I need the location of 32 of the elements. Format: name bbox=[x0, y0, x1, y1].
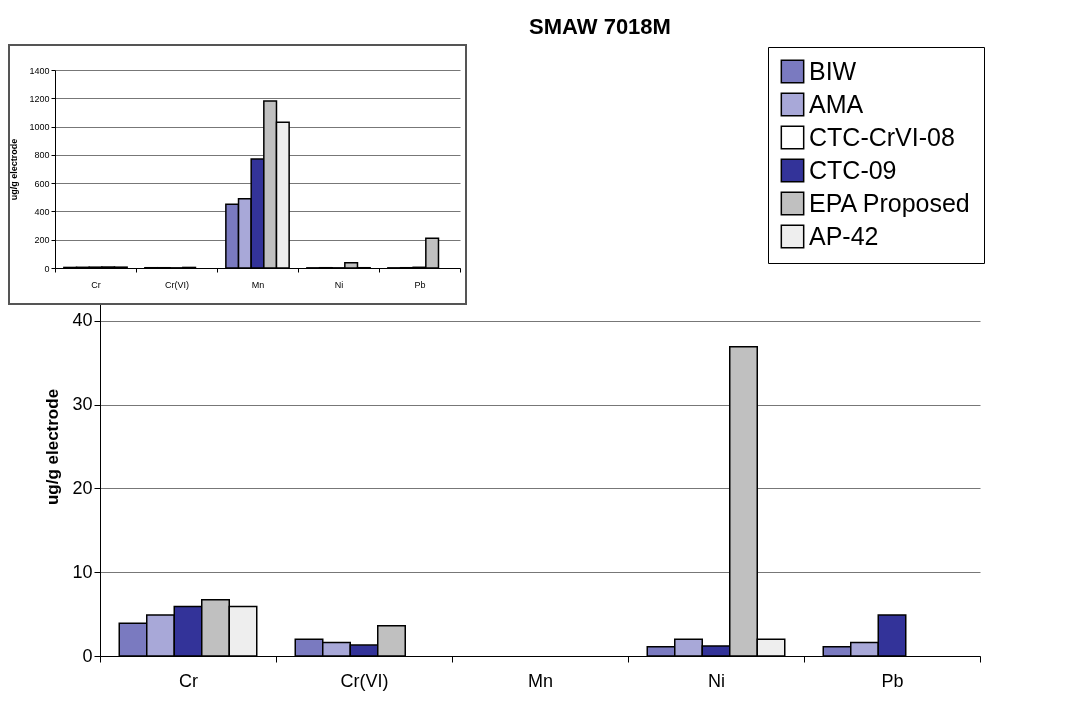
y-tick-label: 40 bbox=[72, 310, 93, 331]
y-tick-label: 1400 bbox=[29, 65, 50, 76]
legend-label: AP-42 bbox=[809, 221, 879, 250]
y-tick-label: 400 bbox=[34, 206, 50, 217]
y-tick-label: 200 bbox=[34, 235, 50, 246]
x-tick-label: Ni bbox=[334, 279, 344, 290]
y-tick-label: 0 bbox=[44, 263, 50, 274]
y-axis-title: ug/g electrode bbox=[9, 138, 20, 201]
y-tick-label: 20 bbox=[72, 477, 93, 498]
x-tick-label: Mn bbox=[251, 279, 265, 290]
x-tick-label: Cr(VI) bbox=[340, 670, 389, 691]
x-tick-label: Cr bbox=[91, 279, 101, 290]
y-tick-label: 800 bbox=[34, 150, 50, 161]
legend-label: BIW bbox=[809, 56, 857, 85]
x-tick-label: Ni bbox=[708, 670, 725, 691]
y-tick-label: 600 bbox=[34, 178, 50, 189]
chart-title: SMAW 7018M bbox=[529, 13, 671, 39]
legend-label: AMA bbox=[809, 89, 864, 118]
y-tick-label: 30 bbox=[72, 394, 93, 415]
y-tick-label: 1000 bbox=[29, 122, 50, 133]
x-tick-label: Cr(VI) bbox=[165, 279, 189, 290]
x-tick-label: Mn bbox=[527, 670, 554, 691]
y-axis-title: ug/g electrode bbox=[43, 388, 63, 506]
x-tick-label: Pb bbox=[881, 670, 904, 691]
y-tick-label: 0 bbox=[82, 645, 93, 666]
x-tick-label: Cr bbox=[179, 670, 198, 691]
legend-label: CTC-CrVI-08 bbox=[809, 122, 955, 151]
x-tick-label: Pb bbox=[414, 279, 426, 290]
y-tick-label: 10 bbox=[72, 561, 93, 582]
y-tick-label: 1200 bbox=[29, 93, 50, 104]
legend-label: CTC-09 bbox=[809, 155, 897, 184]
legend-label: EPA Proposed bbox=[809, 188, 970, 217]
